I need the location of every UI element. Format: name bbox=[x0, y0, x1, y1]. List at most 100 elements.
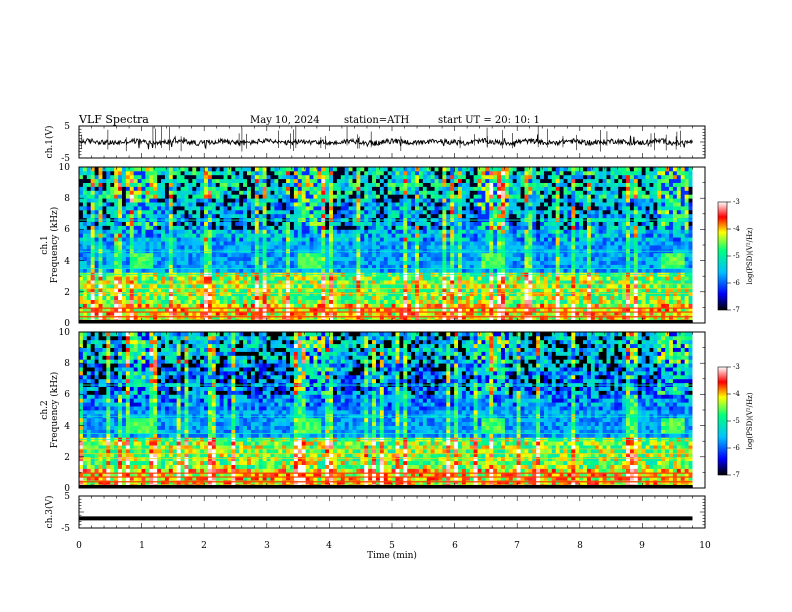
spec-cell bbox=[336, 194, 342, 199]
spec-cell bbox=[477, 264, 482, 269]
spec-cell bbox=[313, 264, 318, 269]
spec-cell bbox=[207, 170, 213, 176]
spec-cell bbox=[121, 280, 127, 285]
spec-cell bbox=[493, 256, 498, 261]
spec-cell bbox=[121, 303, 127, 308]
spec-cell bbox=[133, 245, 139, 250]
spec-cell bbox=[438, 213, 443, 219]
spec-cell bbox=[321, 245, 326, 250]
spec-cell bbox=[434, 291, 439, 297]
spec-cell bbox=[450, 237, 455, 242]
spec-cell bbox=[543, 213, 549, 219]
spec-cell bbox=[485, 182, 490, 187]
spec-cell bbox=[235, 299, 240, 304]
spec-cell bbox=[196, 264, 201, 269]
spec-cell bbox=[407, 295, 412, 300]
spec-cell bbox=[512, 252, 518, 258]
spec-cell bbox=[102, 252, 107, 258]
spec-cell bbox=[106, 237, 111, 242]
spec-cell bbox=[114, 225, 119, 230]
spec-cell bbox=[227, 209, 232, 215]
spec-cell bbox=[153, 190, 158, 195]
spec-cell bbox=[375, 237, 381, 242]
spec-cell bbox=[383, 202, 389, 207]
spec-cell bbox=[172, 295, 178, 300]
spec-cell bbox=[352, 276, 357, 281]
spec-cell bbox=[149, 198, 154, 203]
spec-cell bbox=[493, 194, 498, 199]
spec-cell bbox=[481, 221, 486, 226]
spec-cell bbox=[215, 209, 221, 215]
spec-cell bbox=[176, 225, 181, 230]
spec-cell bbox=[450, 174, 455, 180]
spec-cell bbox=[297, 167, 303, 172]
spec-cell bbox=[493, 182, 498, 187]
spec-cell bbox=[282, 198, 287, 203]
spec-cell bbox=[454, 245, 459, 250]
spec-cell bbox=[141, 260, 146, 265]
spec-cell bbox=[262, 190, 267, 195]
spec-cell bbox=[297, 190, 303, 195]
spec-cell bbox=[364, 276, 369, 281]
spec-cell bbox=[481, 206, 486, 211]
spec-cell bbox=[501, 284, 506, 289]
spec-cell bbox=[235, 206, 240, 211]
spec-cell bbox=[383, 209, 389, 215]
spec-cell bbox=[286, 190, 291, 195]
spec-cell bbox=[543, 170, 549, 176]
spec-cell bbox=[153, 209, 158, 215]
spec-cell bbox=[282, 252, 287, 258]
spec-cell bbox=[352, 229, 357, 234]
spec-cell bbox=[411, 280, 416, 285]
spec-cell bbox=[270, 276, 275, 281]
spec-cell bbox=[465, 295, 471, 300]
spec-cell bbox=[172, 237, 178, 242]
spec-cell bbox=[172, 170, 178, 176]
spec-cell bbox=[114, 202, 119, 207]
spec-cell bbox=[82, 241, 88, 246]
spec-cell bbox=[215, 260, 221, 265]
spec-cell bbox=[364, 186, 369, 191]
spec-cell bbox=[297, 186, 303, 191]
spec-cell bbox=[360, 190, 365, 195]
spec-cell bbox=[239, 252, 244, 258]
spec-cell bbox=[196, 190, 201, 195]
spec-cell bbox=[504, 202, 510, 207]
spec-cell bbox=[512, 206, 518, 211]
spec-cell bbox=[454, 264, 459, 269]
spec-cell bbox=[379, 241, 385, 246]
spec-cell bbox=[372, 209, 377, 215]
spec-cell bbox=[516, 194, 521, 199]
spec-cell bbox=[450, 213, 455, 219]
spec-cell bbox=[149, 209, 154, 215]
spec-cell bbox=[125, 303, 131, 308]
spec-cell bbox=[223, 225, 228, 230]
spec-cell bbox=[497, 190, 502, 195]
spec-cell bbox=[250, 167, 256, 172]
spec-cell bbox=[497, 241, 502, 246]
spec-cell bbox=[223, 213, 228, 219]
spec-cell bbox=[387, 307, 392, 312]
spec-cell bbox=[239, 299, 244, 304]
spec-cell bbox=[532, 284, 537, 289]
spec-cell bbox=[196, 221, 201, 226]
spec-cell bbox=[211, 284, 217, 289]
spec-cell bbox=[137, 284, 142, 289]
spec-cell bbox=[379, 190, 385, 195]
spec-cell bbox=[207, 264, 213, 269]
spec-cell bbox=[223, 182, 228, 187]
spec-cell bbox=[118, 291, 123, 297]
spec-cell bbox=[543, 174, 549, 180]
spec-cell bbox=[250, 170, 256, 176]
spec-cell bbox=[258, 182, 264, 187]
spec-cell bbox=[340, 174, 346, 180]
spec-cell bbox=[434, 241, 439, 246]
spec-cell bbox=[524, 256, 529, 261]
spec-cell bbox=[434, 268, 439, 273]
spec-cell bbox=[399, 276, 404, 281]
spec-cell bbox=[348, 260, 353, 265]
spec-cell bbox=[461, 303, 467, 308]
spec-cell bbox=[501, 225, 506, 230]
spec-cell bbox=[106, 264, 111, 269]
spec-cell bbox=[247, 291, 252, 297]
